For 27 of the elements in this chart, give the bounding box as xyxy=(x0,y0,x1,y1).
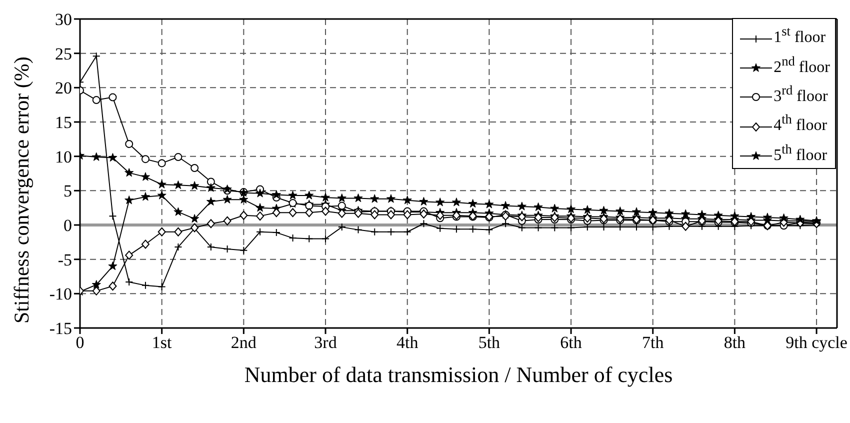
x-tick-label: 2nd xyxy=(230,333,257,352)
y-tick-label: 5 xyxy=(64,182,72,201)
y-tick-label: 20 xyxy=(55,78,72,98)
x-tick-label: 6th xyxy=(560,333,582,352)
x-tick-label: 5th xyxy=(478,333,501,352)
y-tick-label: 15 xyxy=(55,113,72,132)
legend-label: 2$^{nd}$ floor xyxy=(774,53,830,76)
legend-label: 3$^{rd}$ floor xyxy=(774,82,828,105)
legend-label: 5$^{th}$ floor xyxy=(774,141,828,164)
y-tick-label: 30 xyxy=(55,10,72,30)
legend-label: 4$^{th}$ floor xyxy=(774,112,828,134)
y-tick-label: 10 xyxy=(55,147,72,166)
y-tick-label: 0 xyxy=(64,216,72,236)
x-tick-label: 1st xyxy=(152,333,172,352)
x-tick-label: 4th xyxy=(396,333,419,352)
y-tick-label: -5 xyxy=(58,250,72,270)
x-tick-label: 9th cycle xyxy=(786,333,848,352)
x-tick-label: 7th xyxy=(642,333,664,352)
y-tick-label: -15 xyxy=(49,319,72,338)
y-axis-title: Stiffness convergence error (%) xyxy=(9,56,34,324)
x-tick-label: 8th xyxy=(724,333,746,352)
y-tick-label: 25 xyxy=(55,44,72,64)
legend-label: 1$^{st}$ floor xyxy=(774,24,826,46)
x-tick-label: 3rd xyxy=(314,333,338,352)
x-axis-title: Number of data transmission / Number of cycles xyxy=(244,362,673,387)
y-tick-label: -10 xyxy=(49,284,72,304)
x-tick-label: 0 xyxy=(76,333,84,352)
